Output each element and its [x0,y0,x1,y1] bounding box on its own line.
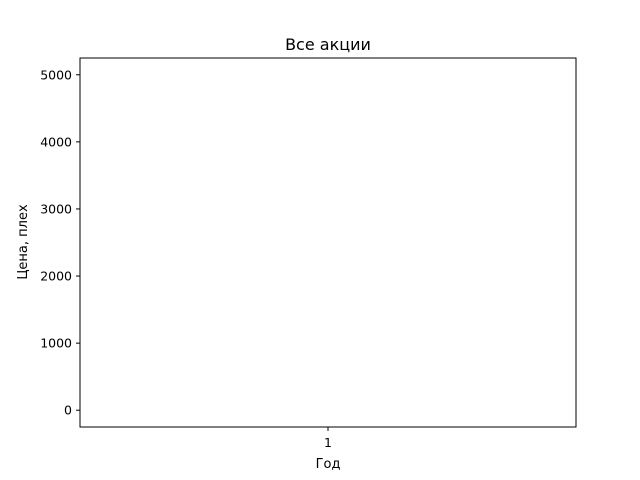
y-tick-label: 4000 [40,134,72,149]
y-tick-label: 5000 [40,67,72,82]
y-tick-label: 3000 [40,201,72,216]
chart-title: Все акции [285,35,371,54]
y-tick-label: 2000 [40,269,72,284]
plot-area [79,57,577,428]
y-tick-label: 0 [64,403,72,418]
y-axis: 0 1000 2000 3000 4000 5000 [40,67,80,418]
y-tick-label: 1000 [40,336,72,351]
x-axis: 1 [324,427,332,450]
x-axis-label: Год [316,457,341,472]
y-axis-label: Цена, плех [16,204,31,280]
x-tick-label: 1 [324,435,332,450]
